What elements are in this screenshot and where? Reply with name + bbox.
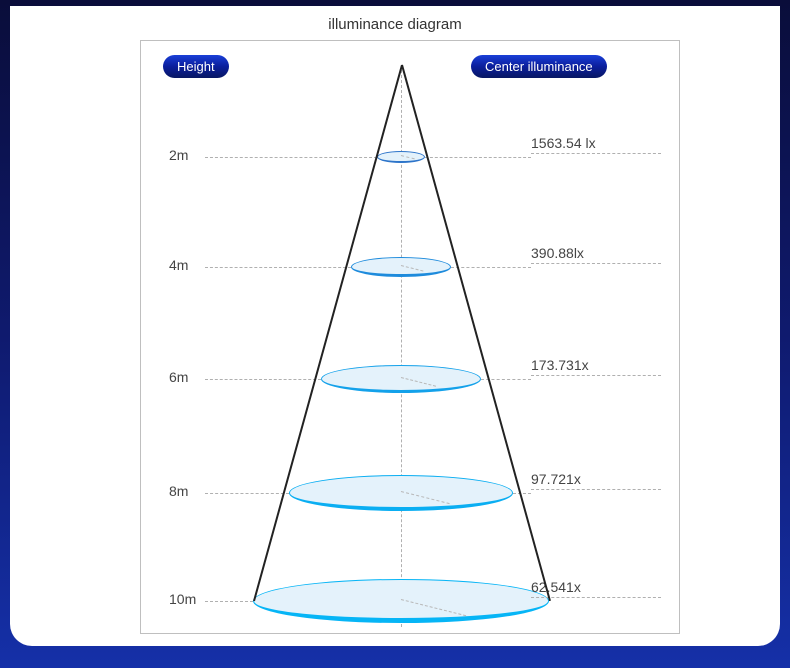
illum-ring — [289, 475, 513, 511]
illuminance-label: 390.88lx — [531, 245, 661, 264]
height-label: 10m — [169, 591, 196, 607]
guide-line — [205, 267, 351, 268]
guide-line — [205, 157, 377, 158]
illum-ring — [351, 257, 451, 277]
diagram-title: illuminance diagram — [10, 16, 780, 33]
cone-edge — [253, 65, 402, 601]
illum-ring — [253, 579, 549, 623]
height-label: 8m — [169, 483, 188, 499]
height-badge: Height — [163, 55, 229, 78]
center-axis — [401, 65, 402, 627]
cone-edge — [401, 65, 550, 601]
guide-line — [513, 493, 531, 494]
diagram-card: illuminance diagram Height Center illumin… — [10, 6, 780, 646]
illum-ring — [377, 151, 425, 163]
illuminance-badge: Center illuminance — [471, 55, 607, 78]
illuminance-label: 62.541x — [531, 579, 661, 598]
illuminance-label: 1563.54 lx — [531, 135, 661, 154]
guide-line — [425, 157, 531, 158]
illuminance-label: 97.721x — [531, 471, 661, 490]
height-label: 2m — [169, 147, 188, 163]
guide-line — [205, 601, 253, 602]
illum-ring — [321, 365, 481, 393]
height-label: 6m — [169, 369, 188, 385]
height-label: 4m — [169, 257, 188, 273]
diagram-frame: Height Center illuminance 2m 1563.54 lx 4m 39… — [140, 40, 680, 634]
illuminance-label: 173.731x — [531, 357, 661, 376]
guide-line — [205, 493, 289, 494]
guide-line — [205, 379, 321, 380]
guide-line — [451, 267, 531, 268]
